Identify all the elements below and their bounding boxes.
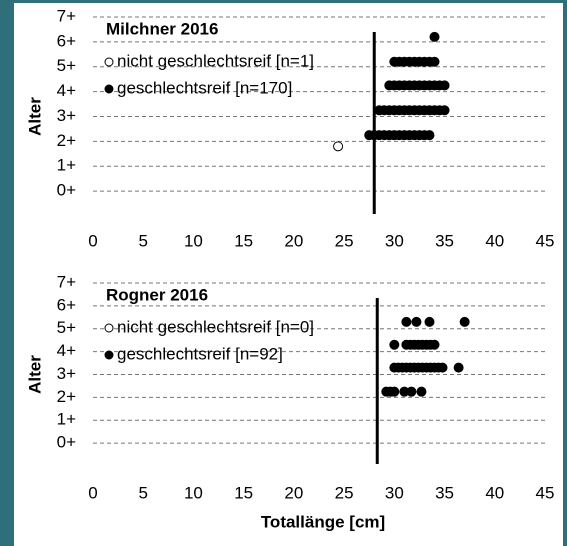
- data-point: [401, 316, 412, 327]
- y-tick-label: 5+: [57, 56, 76, 75]
- data-point: [389, 386, 400, 397]
- x-tick-label: 15: [234, 231, 253, 250]
- x-tick-label: 5: [138, 231, 147, 250]
- data-point: [437, 362, 448, 373]
- x-tick-label: 25: [335, 231, 354, 250]
- x-tick-label: 10: [184, 483, 203, 502]
- x-tick-label: 5: [138, 483, 147, 502]
- data-point: [411, 316, 422, 327]
- x-tick-label: 45: [536, 483, 555, 502]
- data-point: [429, 56, 440, 67]
- legend-label: nicht geschlechtsreif [n=0]: [117, 317, 314, 336]
- y-tick-label: 1+: [57, 156, 76, 175]
- x-tick-label: 30: [385, 483, 404, 502]
- x-tick-label: 15: [234, 483, 253, 502]
- y-axis-title: Alter: [25, 97, 44, 136]
- data-point: [439, 105, 450, 116]
- data-point: [439, 80, 450, 91]
- x-tick-label: 0: [88, 231, 97, 250]
- legend-label: geschlechtsreif [n=170]: [117, 78, 292, 97]
- data-point: [333, 141, 344, 152]
- y-tick-label: 2+: [57, 387, 76, 406]
- x-tick-label: 40: [485, 483, 504, 502]
- x-tick-label: 20: [284, 483, 303, 502]
- x-tick-label: 0: [88, 483, 97, 502]
- y-tick-label: 3+: [57, 364, 76, 383]
- y-tick-label: 6+: [57, 31, 76, 50]
- x-tick-label: 20: [284, 231, 303, 250]
- y-tick-label: 6+: [57, 295, 76, 314]
- x-tick-label: 25: [335, 483, 354, 502]
- y-axis-title: Alter: [25, 355, 44, 394]
- data-point: [429, 31, 440, 42]
- data-point: [406, 386, 417, 397]
- legend-label: geschlechtsreif [n=92]: [117, 344, 283, 363]
- y-tick-label: 5+: [57, 318, 76, 337]
- y-tick-label: 1+: [57, 410, 76, 429]
- x-tick-label: 45: [536, 231, 555, 250]
- legend-marker: [104, 84, 114, 94]
- y-tick-label: 2+: [57, 131, 76, 150]
- x-tick-label: 30: [385, 231, 404, 250]
- panel-title: Rogner 2016: [106, 285, 208, 304]
- x-tick-label: 40: [485, 231, 504, 250]
- legend-label: nicht geschlechtsreif [n=1]: [117, 51, 314, 70]
- y-tick-label: 4+: [57, 81, 76, 100]
- y-tick-label: 0+: [57, 181, 76, 200]
- data-point: [459, 316, 470, 327]
- x-tick-label: 10: [184, 231, 203, 250]
- x-axis-title: Totallänge [cm]: [261, 512, 385, 531]
- legend-marker: [104, 350, 114, 360]
- data-point: [424, 316, 435, 327]
- legend-marker: [104, 323, 114, 333]
- panel-background: [14, 3, 563, 546]
- panel-title: Milchner 2016: [106, 19, 218, 38]
- x-tick-label: 35: [435, 231, 454, 250]
- data-point: [424, 130, 435, 141]
- y-tick-label: 0+: [57, 433, 76, 452]
- data-point: [389, 339, 400, 350]
- data-point: [416, 386, 427, 397]
- y-tick-label: 7+: [57, 6, 76, 25]
- data-point: [453, 362, 464, 373]
- x-tick-label: 35: [435, 483, 454, 502]
- y-tick-label: 3+: [57, 106, 76, 125]
- y-tick-label: 4+: [57, 341, 76, 360]
- data-point: [429, 339, 440, 350]
- y-tick-label: 7+: [57, 272, 76, 291]
- legend-marker: [104, 57, 114, 67]
